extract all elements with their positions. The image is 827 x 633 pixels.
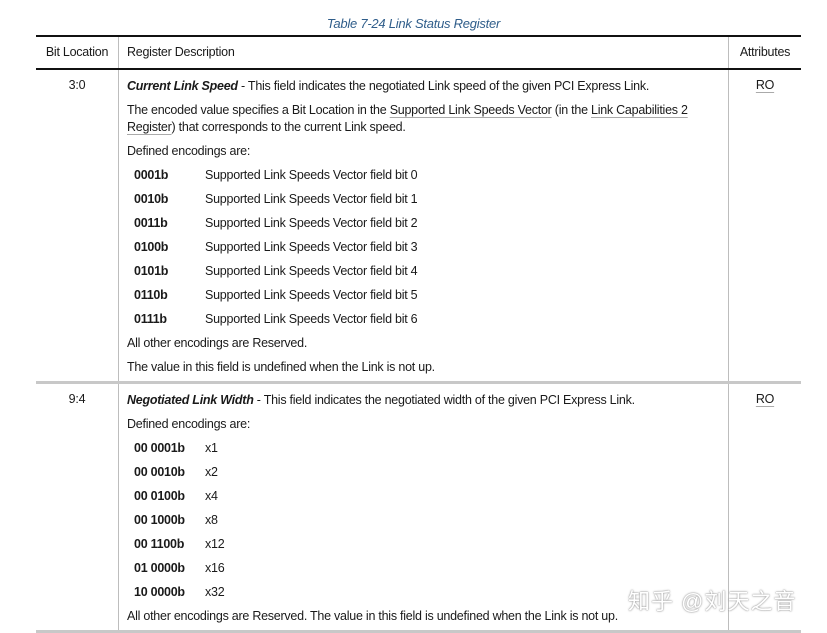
encoding-row: 00 1000b x8 bbox=[127, 512, 728, 536]
encoding-code: 0101b bbox=[134, 264, 169, 278]
text: The encoded value specifies a Bit Locati… bbox=[127, 103, 390, 117]
encoding-meaning: x12 bbox=[205, 537, 225, 551]
encoding-meaning: Supported Link Speeds Vector field bit 2 bbox=[205, 216, 418, 230]
header-attributes: Attributes bbox=[739, 45, 791, 59]
defined-encodings-label: Defined encodings are: bbox=[127, 144, 251, 158]
table-caption: Table 7-24 Link Status Register bbox=[326, 16, 501, 31]
register-description: Negotiated Link Width - This field indic… bbox=[119, 384, 729, 630]
table-row: 3:0 Current Link Speed - This field indi… bbox=[36, 70, 801, 384]
bit-location: 3:0 bbox=[36, 70, 119, 381]
encoding-meaning: x4 bbox=[205, 489, 218, 503]
encoding-row: 0111b Supported Link Speeds Vector field … bbox=[127, 311, 728, 335]
attribute-ro-link[interactable]: RO bbox=[755, 392, 775, 406]
encoding-code: 0111b bbox=[134, 312, 167, 326]
encoding-row: 0110b Supported Link Speeds Vector field … bbox=[127, 287, 728, 311]
supported-link-speeds-vector-link[interactable]: Supported Link Speeds Vector bbox=[389, 103, 552, 117]
encoding-meaning: x1 bbox=[205, 441, 218, 455]
undefined-note: The value in this field is undefined whe… bbox=[127, 360, 435, 374]
table-row: 9:4 Negotiated Link Width - This field i… bbox=[36, 384, 801, 633]
encoding-meaning: Supported Link Speeds Vector field bit 1 bbox=[205, 192, 418, 206]
attribute-ro-link[interactable]: RO bbox=[755, 78, 775, 92]
encoding-code: 00 1100b bbox=[134, 537, 185, 551]
encoding-row: 00 0010b x2 bbox=[127, 464, 728, 488]
encoding-row: 0101b Supported Link Speeds Vector field … bbox=[127, 263, 728, 287]
encoding-code: 00 0100b bbox=[134, 489, 185, 503]
encoding-code: 0110b bbox=[134, 288, 168, 302]
encoding-code: 00 0001b bbox=[134, 441, 185, 455]
encoding-row: 00 0001b x1 bbox=[127, 440, 728, 464]
encoding-row: 00 1100b x12 bbox=[127, 536, 728, 560]
header-bit-location: Bit Location bbox=[36, 37, 119, 68]
encoding-row: 00 0100b x4 bbox=[127, 488, 728, 512]
encoding-meaning: Supported Link Speeds Vector field bit 4 bbox=[205, 264, 418, 278]
reserved-note: All other encodings are Reserved. The va… bbox=[127, 609, 618, 623]
encoding-meaning: Supported Link Speeds Vector field bit 5 bbox=[205, 288, 418, 302]
defined-encodings-label: Defined encodings are: bbox=[127, 417, 251, 431]
encoding-row: 0001b Supported Link Speeds Vector field … bbox=[127, 167, 728, 191]
field-name: Negotiated Link Width bbox=[127, 393, 254, 407]
encoding-meaning: Supported Link Speeds Vector field bit 6 bbox=[205, 312, 418, 326]
description-paragraph: The encoded value specifies a Bit Locati… bbox=[127, 102, 728, 136]
encoding-meaning: Supported Link Speeds Vector field bit 0 bbox=[205, 168, 418, 182]
encoding-meaning: x8 bbox=[205, 513, 218, 527]
encoding-code: 0010b bbox=[134, 192, 169, 206]
encoding-row: 10 0000b x32 bbox=[127, 584, 728, 608]
encoding-code: 01 0000b bbox=[134, 561, 185, 575]
link-status-register-table: Bit Location Register Description Attrib… bbox=[36, 35, 801, 633]
encoding-code: 10 0000b bbox=[134, 585, 185, 599]
encoding-row: 0011b Supported Link Speeds Vector field … bbox=[127, 215, 728, 239]
field-summary: - This field indicates the negotiated Li… bbox=[237, 79, 650, 93]
encoding-row: 0010b Supported Link Speeds Vector field … bbox=[127, 191, 728, 215]
register-description: Current Link Speed - This field indicate… bbox=[119, 70, 729, 381]
encoding-row: 01 0000b x16 bbox=[127, 560, 728, 584]
field-name: Current Link Speed bbox=[127, 79, 238, 93]
encoding-code: 00 1000b bbox=[134, 513, 185, 527]
encoding-meaning: x16 bbox=[205, 561, 225, 575]
encoding-meaning: x32 bbox=[205, 585, 225, 599]
encoding-code: 0001b bbox=[134, 168, 169, 182]
encoding-meaning: Supported Link Speeds Vector field bit 3 bbox=[205, 240, 418, 254]
header-register-description: Register Description bbox=[119, 37, 729, 68]
encoding-code: 00 0010b bbox=[134, 465, 185, 479]
text: (in the bbox=[551, 103, 591, 117]
encoding-meaning: x2 bbox=[205, 465, 218, 479]
table-header: Bit Location Register Description Attrib… bbox=[36, 37, 801, 70]
link-capabilities-2-register-link[interactable]: Link Capabilities 2 Register bbox=[127, 103, 688, 134]
reserved-note: All other encodings are Reserved. bbox=[127, 336, 308, 350]
text: ) that corresponds to the current Link s… bbox=[171, 120, 406, 134]
encoding-row: 0100b Supported Link Speeds Vector field … bbox=[127, 239, 728, 263]
encoding-code: 0011b bbox=[134, 216, 168, 230]
encoding-code: 0100b bbox=[134, 240, 169, 254]
field-summary: - This field indicates the negotiated wi… bbox=[253, 393, 635, 407]
watermark: 知乎 @刘天之音 bbox=[628, 589, 797, 614]
bit-location: 9:4 bbox=[36, 384, 119, 630]
